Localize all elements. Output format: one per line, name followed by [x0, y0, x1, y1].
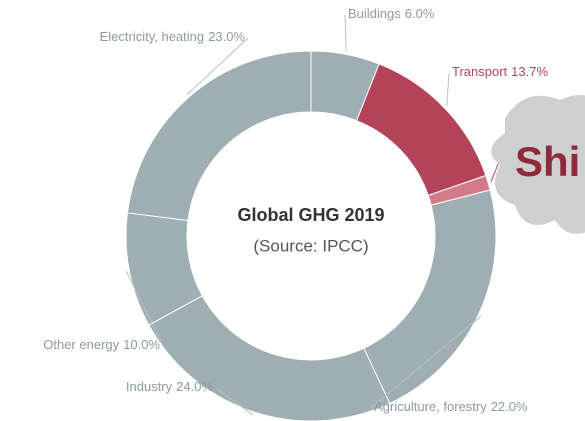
slice-label: Agriculture, forestry 22.0%: [374, 399, 528, 414]
callout-label: Shi: [515, 138, 580, 185]
slice-label: Buildings 6.0%: [348, 6, 435, 21]
chart-subtitle: (Source: IPCC): [253, 236, 368, 255]
leader-line: [345, 15, 346, 51]
chart: Global GHG 2019 (Source: IPCC) Buildings…: [0, 0, 585, 421]
slice: [127, 51, 311, 220]
slice-label: Other energy 10.0%: [43, 337, 160, 352]
category-label: Agriculture, forestry: [374, 399, 487, 414]
value-label: 23.0%: [208, 29, 245, 44]
category-label: Electricity, heating: [100, 29, 205, 44]
category-label: Other energy: [43, 337, 119, 352]
chart-title: Global GHG 2019: [237, 205, 384, 225]
category-label: Transport: [452, 64, 508, 79]
category-label: Industry: [126, 379, 173, 394]
value-label: 6.0%: [405, 6, 435, 21]
category-label: Buildings: [348, 6, 401, 21]
slice: [149, 296, 390, 421]
value-label: 22.0%: [491, 399, 528, 414]
value-label: 13.7%: [511, 64, 548, 79]
value-label: 10.0%: [123, 337, 160, 352]
value-label: 24.0%: [176, 379, 213, 394]
slice: [357, 64, 486, 195]
leader-line: [447, 73, 449, 106]
